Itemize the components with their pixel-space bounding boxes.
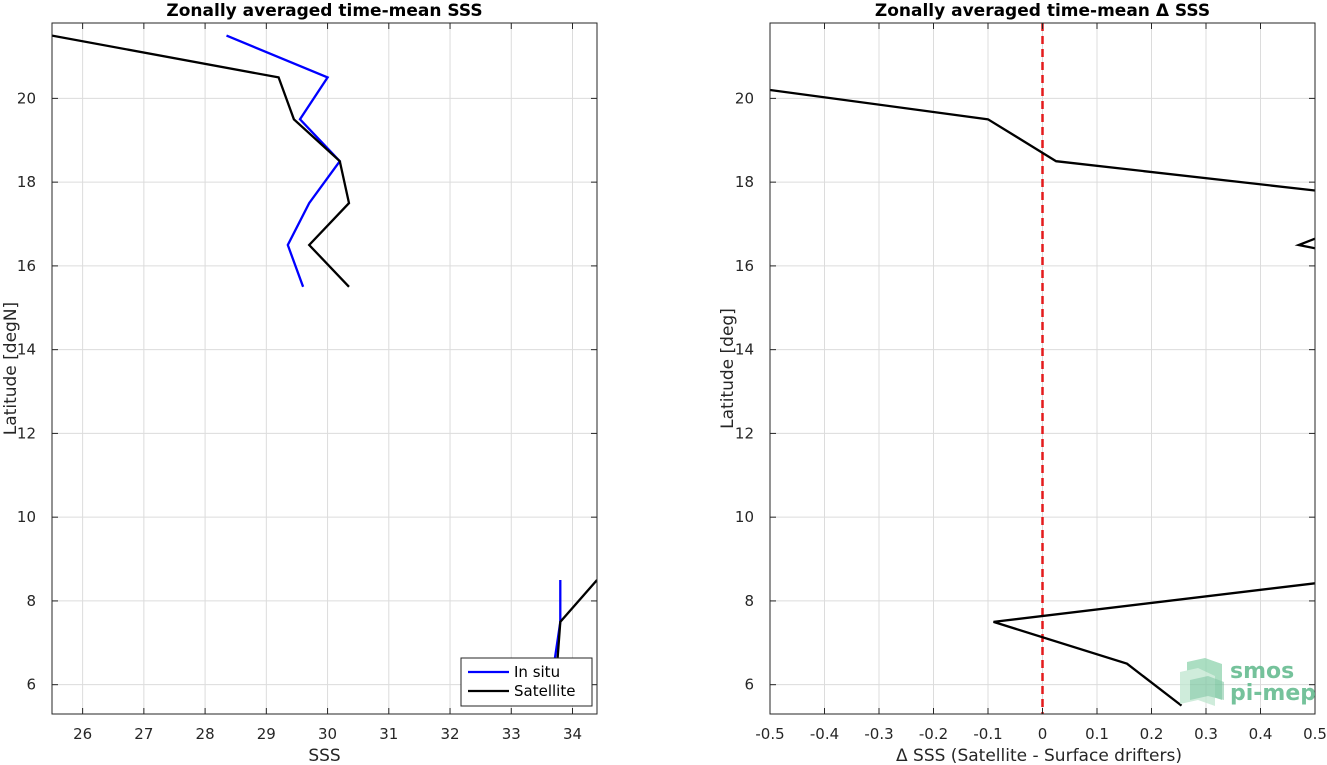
panel-delta-sss: -0.5 -0.4 -0.3 -0.2 -0.1 0 0.1 0.2 0.3 0.4 0.5 6 8 10… — [718, 1, 1327, 765]
logo-text-pi-mep: pi-mep — [1230, 681, 1316, 706]
logo-text-smos: smos — [1230, 659, 1294, 684]
y-tick-label: 14 — [17, 341, 36, 359]
series-line-delta — [1294, 237, 1315, 250]
x-tick-label: 0.4 — [1249, 725, 1273, 743]
x-tick-label: 27 — [134, 725, 153, 743]
y-tick-label: 12 — [17, 424, 36, 442]
series-line-in-situ — [226, 34, 342, 288]
y-axis-label: Latitude [degN] — [1, 302, 21, 435]
y-tick-label: 18 — [735, 173, 754, 191]
grid-lines — [52, 23, 597, 714]
series-line-delta — [770, 88, 1315, 192]
y-axis-label: Latitude [deg] — [718, 308, 738, 429]
x-tick-label: 33 — [502, 725, 521, 743]
y-tick-label: 10 — [17, 508, 36, 526]
logo-waves-icon — [1180, 658, 1224, 706]
chart-title: Zonally averaged time-mean Δ SSS — [875, 1, 1210, 21]
x-tick-label: 0.2 — [1140, 725, 1164, 743]
series-lines — [770, 23, 1315, 714]
y-tick-label: 20 — [17, 89, 36, 107]
series-lines — [52, 34, 597, 706]
x-tick-label: 0.5 — [1303, 725, 1327, 743]
y-tick-label: 8 — [744, 592, 754, 610]
y-tick-label: 20 — [735, 89, 754, 107]
series-line-delta — [993, 582, 1315, 707]
y-tick-label: 16 — [17, 257, 36, 275]
x-tick-label: 26 — [73, 725, 92, 743]
x-tick-label: -0.5 — [755, 725, 784, 743]
x-axis-label: Δ SSS (Satellite - Surface drifters) — [896, 746, 1182, 765]
legend-box — [460, 657, 593, 707]
x-tick-label: 29 — [257, 725, 276, 743]
x-axis-label: SSS — [308, 746, 340, 765]
y-tick-label: 10 — [735, 508, 754, 526]
legend: In situ Satellite — [460, 657, 593, 707]
x-tick-label: -0.4 — [810, 725, 839, 743]
x-tick-label: -0.2 — [919, 725, 948, 743]
x-tick-label: 0.1 — [1085, 725, 1109, 743]
smos-pi-mep-logo: smos pi-mep — [1180, 658, 1316, 706]
chart-title: Zonally averaged time-mean SSS — [166, 1, 482, 21]
y-tick-label: 6 — [744, 676, 754, 694]
panel-sss: 26 27 28 29 30 31 32 33 34 6 8 10 12 14 16 18 20 Zonally… — [1, 1, 598, 765]
y-tick-label: 16 — [735, 257, 754, 275]
x-tick-label: 0 — [1038, 725, 1048, 743]
x-tick-label: 0.3 — [1194, 725, 1218, 743]
x-tick-label: 34 — [563, 725, 582, 743]
x-tick-label: -0.3 — [864, 725, 893, 743]
tick-marks: 26 27 28 29 30 31 32 33 34 6 8 10 12 14 16 18 20 — [17, 23, 597, 743]
x-tick-label: 32 — [440, 725, 459, 743]
y-tick-label: 6 — [26, 676, 36, 694]
series-line-satellite — [52, 34, 351, 288]
plot-frame — [51, 22, 598, 715]
y-tick-label: 18 — [17, 173, 36, 191]
x-tick-label: 30 — [318, 725, 337, 743]
y-tick-label: 14 — [735, 341, 754, 359]
legend-label-satellite: Satellite — [514, 682, 575, 700]
x-tick-label: -0.1 — [973, 725, 1002, 743]
x-tick-label: 28 — [196, 725, 215, 743]
x-tick-label: 31 — [379, 725, 398, 743]
y-tick-label: 12 — [735, 424, 754, 442]
y-tick-label: 8 — [26, 592, 36, 610]
legend-label-in-situ: In situ — [514, 663, 560, 681]
tick-marks: -0.5 -0.4 -0.3 -0.2 -0.1 0 0.1 0.2 0.3 0.4 0.5 6 8 10… — [735, 23, 1327, 743]
